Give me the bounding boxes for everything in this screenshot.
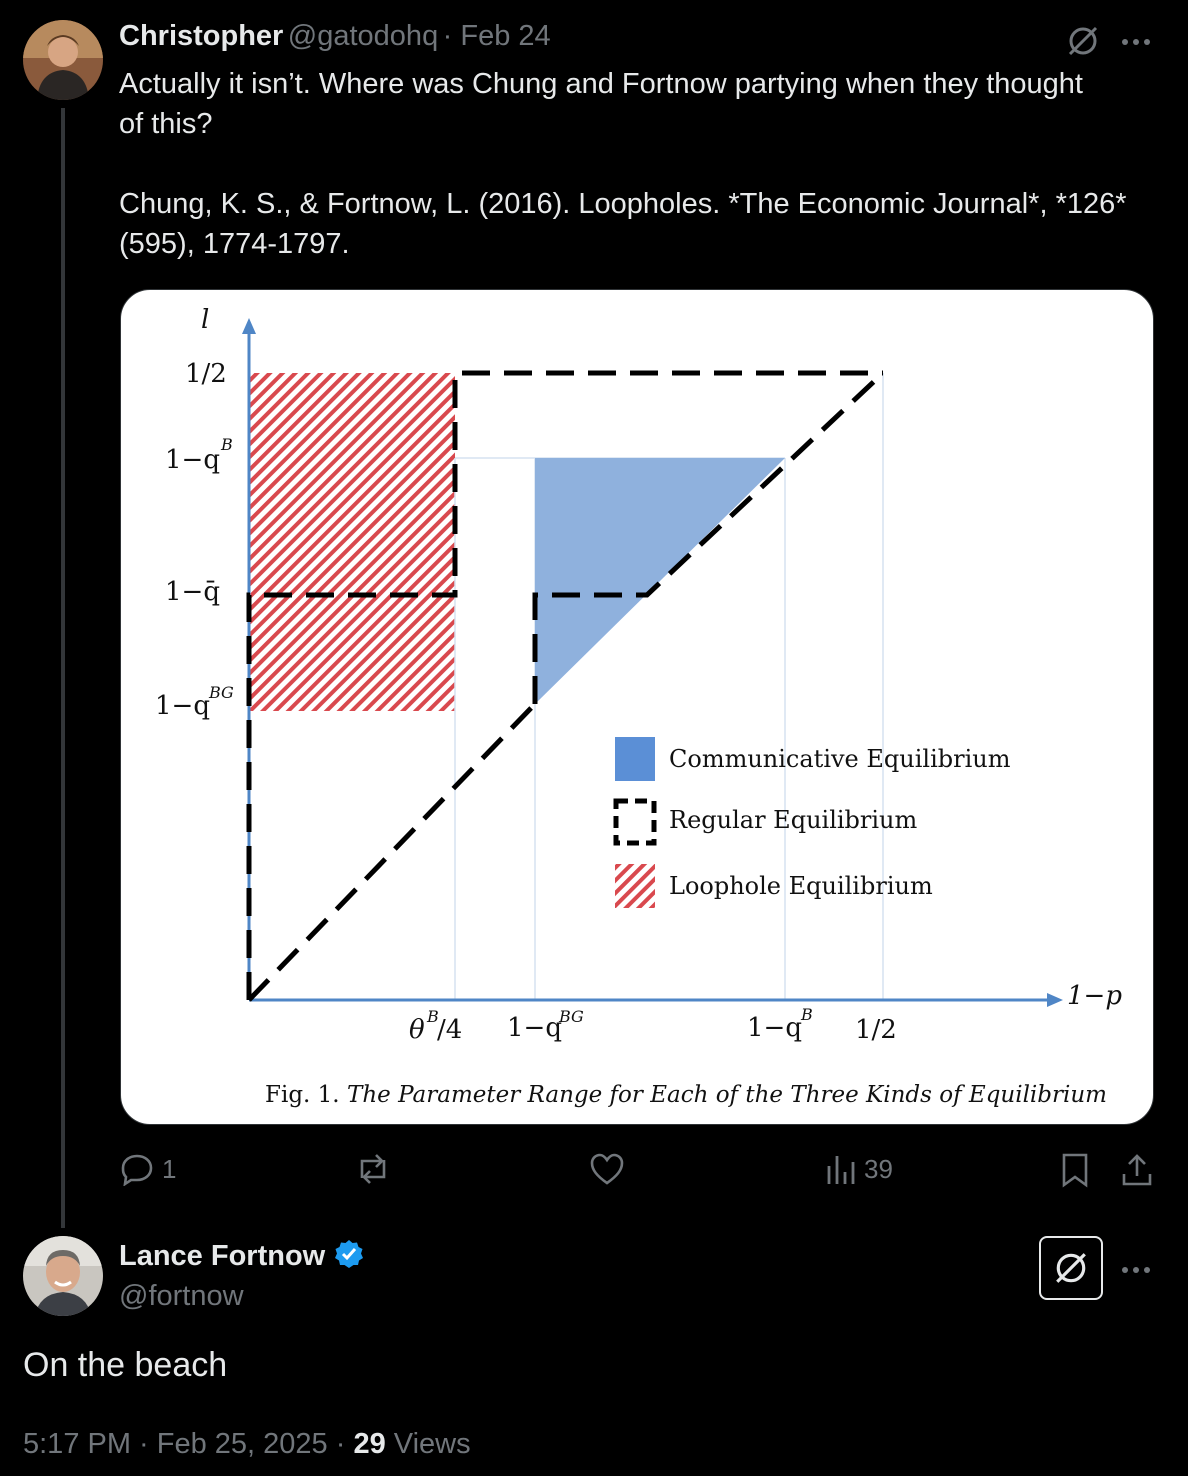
x-tick-1-qBG-sup: BG: [558, 1007, 584, 1026]
legend: Communicative Equilibrium Regular Equili…: [613, 737, 1011, 908]
reply-button[interactable]: 1: [120, 1152, 176, 1186]
repost-icon: [360, 1154, 386, 1184]
views-count: 29: [353, 1428, 386, 1460]
views-button[interactable]: 39: [826, 1152, 893, 1186]
reply-count: 1: [162, 1153, 177, 1184]
caption-prefix: Fig. 1.: [265, 1082, 340, 1108]
post-timestamp[interactable]: 5:17 PM · Feb 25, 2025 ·: [23, 1428, 354, 1460]
x-tick-theta: θ: [409, 1015, 425, 1045]
reply-header: Christopher @gatodohq · Feb 24: [119, 20, 551, 53]
x-tick-1-qB-sup: B: [800, 1005, 813, 1024]
author-name[interactable]: Christopher: [119, 20, 284, 52]
main-author-row: Lance Fortnow: [119, 1238, 365, 1275]
grok-icon[interactable]: [1066, 24, 1100, 63]
legend-communicative: Communicative Equilibrium: [669, 745, 1011, 773]
x-tick-1-qBG: 1−q: [507, 1013, 562, 1043]
avatar-lance-fortnow[interactable]: [23, 1236, 103, 1316]
avatar-christopher[interactable]: [23, 20, 103, 100]
main-tweet-text: On the beach: [23, 1346, 228, 1384]
y-tick-1-qB-sup: B: [220, 435, 233, 454]
share-icon[interactable]: [1120, 1152, 1154, 1193]
legend-swatch-communicative: [615, 737, 655, 781]
y-tick-half: 1/2: [185, 359, 227, 389]
x-tick-theta-sup: B: [426, 1007, 439, 1026]
heart-icon: [590, 1153, 624, 1185]
reply-line-4: (595), 1774-1797.: [119, 228, 350, 260]
reply-line-2: of this?: [119, 108, 213, 140]
caption-text: The Parameter Range for Each of the Thre…: [347, 1082, 1107, 1108]
like-button[interactable]: [589, 1152, 625, 1186]
equilibrium-figure: l 1/2 1−q B 1−q̄ 1−q BG 1−p θ B /4 1−q B…: [155, 305, 1122, 1108]
reply-text: Actually it isn’t. Where was Chung and F…: [119, 64, 1169, 264]
grok-icon-main: [1056, 1253, 1086, 1283]
x-tick-theta-div: /4: [437, 1015, 462, 1045]
main-author-name[interactable]: Lance Fortnow: [119, 1240, 326, 1272]
more-dots-icon[interactable]: [1120, 34, 1152, 52]
reply-line-3: Chung, K. S., & Fortnow, L. (2016). Loop…: [119, 188, 1127, 220]
main-author-handle[interactable]: @fortnow: [119, 1280, 244, 1312]
x-axis-title: 1−p: [1067, 981, 1122, 1011]
reply-icon: [121, 1154, 153, 1186]
legend-regular: Regular Equilibrium: [669, 806, 918, 834]
y-axis-title: l: [201, 305, 209, 335]
communicative-region: [535, 458, 785, 704]
thread-line: [61, 108, 65, 1228]
y-tick-1-qbar: 1−q̄: [165, 577, 220, 607]
loophole-region: [249, 373, 455, 711]
y-tick-1-qB: 1−q: [165, 445, 220, 475]
author-handle[interactable]: @gatodohq: [287, 20, 439, 52]
y-axis-labels: l 1/2 1−q B 1−q̄ 1−q BG: [155, 305, 234, 721]
x-tick-1-qB: 1−q: [747, 1013, 802, 1043]
y-tick-1-qBG: 1−q: [155, 691, 210, 721]
post-date[interactable]: · Feb 24: [442, 20, 551, 52]
attached-figure[interactable]: l 1/2 1−q B 1−q̄ 1−q BG 1−p θ B /4 1−q B…: [120, 289, 1154, 1125]
verified-badge-icon: [333, 1238, 365, 1275]
views-label: Views: [385, 1428, 471, 1460]
view-count: 39: [864, 1153, 893, 1184]
reply-line-1: Actually it isn’t. Where was Chung and F…: [119, 68, 1083, 100]
legend-swatch-loophole: [615, 864, 655, 908]
legend-swatch-regular: [613, 798, 657, 846]
regular-region: [246, 370, 885, 1002]
main-more-dots-icon[interactable]: [1120, 1262, 1152, 1280]
x-tick-half: 1/2: [855, 1015, 897, 1045]
bookmark-icon[interactable]: [1060, 1152, 1090, 1193]
repost-button[interactable]: [354, 1152, 392, 1186]
grok-button[interactable]: [1039, 1236, 1103, 1300]
y-tick-1-qBG-sup: BG: [208, 683, 234, 702]
x-axis-labels: 1−p θ B /4 1−q BG 1−q B 1/2: [409, 981, 1122, 1045]
main-tweet-meta: 5:17 PM · Feb 25, 2025 · 29 Views: [23, 1428, 471, 1461]
legend-loophole: Loophole Equilibrium: [669, 872, 933, 900]
analytics-icon: [827, 1156, 855, 1184]
figure-caption: Fig. 1. The Parameter Range for Each of …: [265, 1082, 1107, 1108]
